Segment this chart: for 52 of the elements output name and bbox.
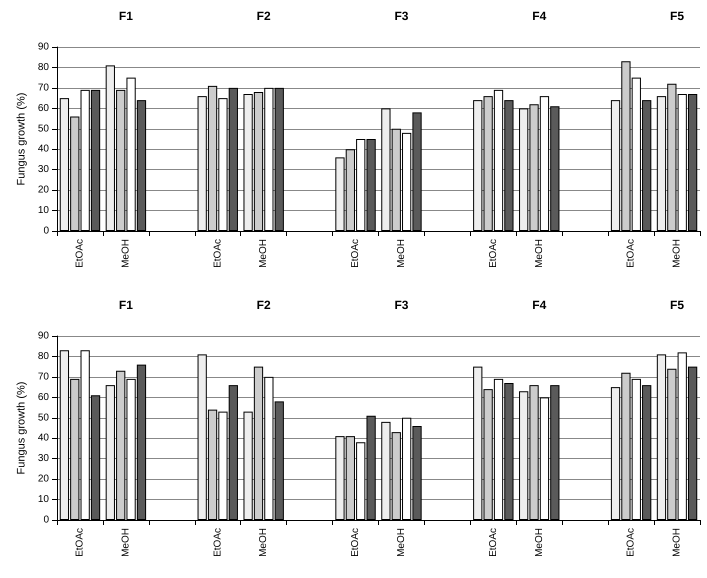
y-tick-label: 70: [38, 371, 50, 382]
y-tick-label: 90: [38, 42, 50, 52]
y-tick-label: 60: [38, 392, 50, 403]
text: F1: [118, 9, 134, 23]
y-tick-label: 60: [38, 102, 50, 114]
x-tick-label: EtOAc: [626, 528, 637, 557]
text: F5: [670, 9, 684, 23]
y-tick-label: 40: [38, 144, 50, 155]
x-tick-label: EtOAc: [212, 239, 224, 268]
y-tick-label: 80: [38, 350, 50, 362]
x-tick-label: EtOAc: [488, 239, 499, 268]
text: F5: [670, 298, 684, 312]
text: F4: [532, 9, 547, 23]
x-tick-label: MeOH: [120, 528, 132, 557]
y-tick-label: 0: [43, 226, 50, 236]
text: F3: [394, 9, 409, 23]
y-tick-label: 10: [38, 205, 50, 216]
text: F2: [256, 298, 271, 312]
x-tick-label: MeOH: [396, 528, 407, 557]
y-axis-title: Fungus growth (%): [15, 92, 28, 186]
y-tick-label: 10: [38, 494, 50, 506]
y-tick-label: 70: [38, 82, 50, 94]
x-tick-label: EtOAc: [74, 239, 86, 268]
x-tick-label: MeOH: [120, 239, 132, 268]
y-tick-label: 20: [38, 184, 50, 196]
y-tick-label: 30: [38, 164, 50, 176]
text: F1: [118, 298, 134, 312]
x-tick-label: EtOAc: [212, 528, 224, 557]
x-tick-label: EtOAc: [350, 239, 362, 268]
y-axis-title: Fungus growth (%): [15, 382, 28, 474]
y-tick-label: 80: [38, 62, 50, 73]
x-tick-label: MeOH: [396, 239, 407, 268]
x-tick-label: EtOAc: [488, 528, 499, 557]
y-tick-label: 50: [38, 123, 50, 134]
text: F4: [532, 298, 547, 312]
text: F3: [394, 298, 409, 312]
x-tick-label: EtOAc: [350, 528, 362, 557]
y-tick-label: 90: [38, 330, 50, 342]
y-tick-label: 50: [38, 412, 50, 424]
x-tick-label: MeOH: [258, 528, 270, 557]
x-tick-label: MeOH: [534, 239, 545, 268]
y-tick-label: 20: [38, 474, 50, 485]
y-tick-label: 0: [43, 514, 50, 526]
x-tick-label: MeOH: [258, 239, 270, 268]
y-tick-label: 40: [38, 432, 50, 444]
x-tick-label: MeOH: [672, 239, 683, 268]
x-tick-label: EtOAc: [626, 239, 637, 268]
x-tick-label: EtOAc: [74, 528, 86, 557]
y-tick-label: 30: [38, 453, 50, 464]
x-tick-label: MeOH: [534, 528, 545, 557]
x-tick-label: MeOH: [672, 528, 683, 557]
text: F2: [256, 9, 271, 23]
